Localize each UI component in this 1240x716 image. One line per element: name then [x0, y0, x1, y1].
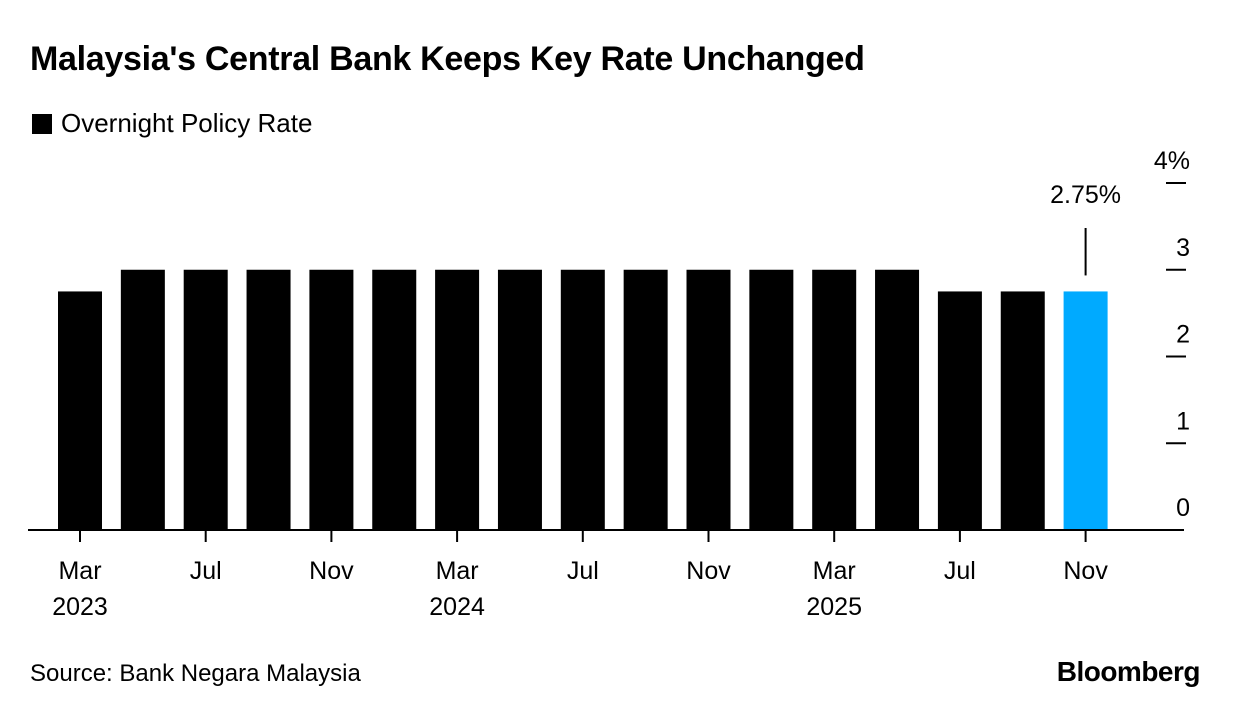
bar-jul-2025 [937, 291, 982, 530]
legend-swatch [32, 113, 52, 134]
bar-may-2023 [120, 269, 165, 530]
x-tick-year-label: 2024 [429, 593, 485, 621]
bar-may-2025 [875, 269, 920, 530]
annotation-label: 2.75% [1050, 181, 1121, 209]
x-tick-label: Jul [190, 557, 222, 585]
bar-sep-2025 [1000, 291, 1045, 530]
x-tick-label: Nov [686, 557, 731, 585]
bar-nov-2024 [686, 269, 731, 530]
x-tick-label: Mar [58, 557, 101, 585]
bar-jan-2025 [749, 269, 794, 530]
bar-nov-2023 [309, 269, 354, 530]
bar-sep-2023 [246, 269, 291, 530]
legend: Overnight Policy Rate [32, 108, 312, 139]
x-tick-label: Jul [567, 557, 599, 585]
x-tick-year-label: 2023 [52, 593, 108, 621]
bar-mar-2023 [58, 291, 102, 530]
x-tick-label: Jul [944, 557, 976, 585]
legend-label: Overnight Policy Rate [61, 108, 313, 138]
source-note: Source: Bank Negara Malaysia [30, 660, 361, 687]
x-tick-label: Mar [436, 557, 479, 585]
x-tick-label: Nov [1063, 557, 1108, 585]
chart-title: Malaysia's Central Bank Keeps Key Rate U… [30, 40, 865, 78]
x-tick-label: Nov [309, 557, 354, 585]
bloomberg-logo: Bloomberg [1056, 656, 1201, 687]
bar-mar-2024 [435, 269, 480, 530]
bar-jul-2023 [183, 269, 228, 530]
y-tick-label: 4% [1154, 147, 1190, 175]
bar-jul-2024 [560, 269, 605, 530]
bar-nov-2025 [1063, 291, 1108, 530]
bar-may-2024 [497, 269, 542, 530]
y-tick-label: 3 [1176, 234, 1190, 262]
y-tick-label: 0 [1176, 494, 1190, 522]
bar-sep-2024 [623, 269, 668, 530]
bar-jan-2024 [372, 269, 417, 530]
x-tick-year-label: 2025 [806, 593, 862, 621]
x-tick-label: Mar [813, 557, 856, 585]
bar-mar-2025 [812, 269, 857, 530]
y-tick-label: 2 [1176, 321, 1190, 349]
y-tick-label: 1 [1176, 407, 1190, 435]
